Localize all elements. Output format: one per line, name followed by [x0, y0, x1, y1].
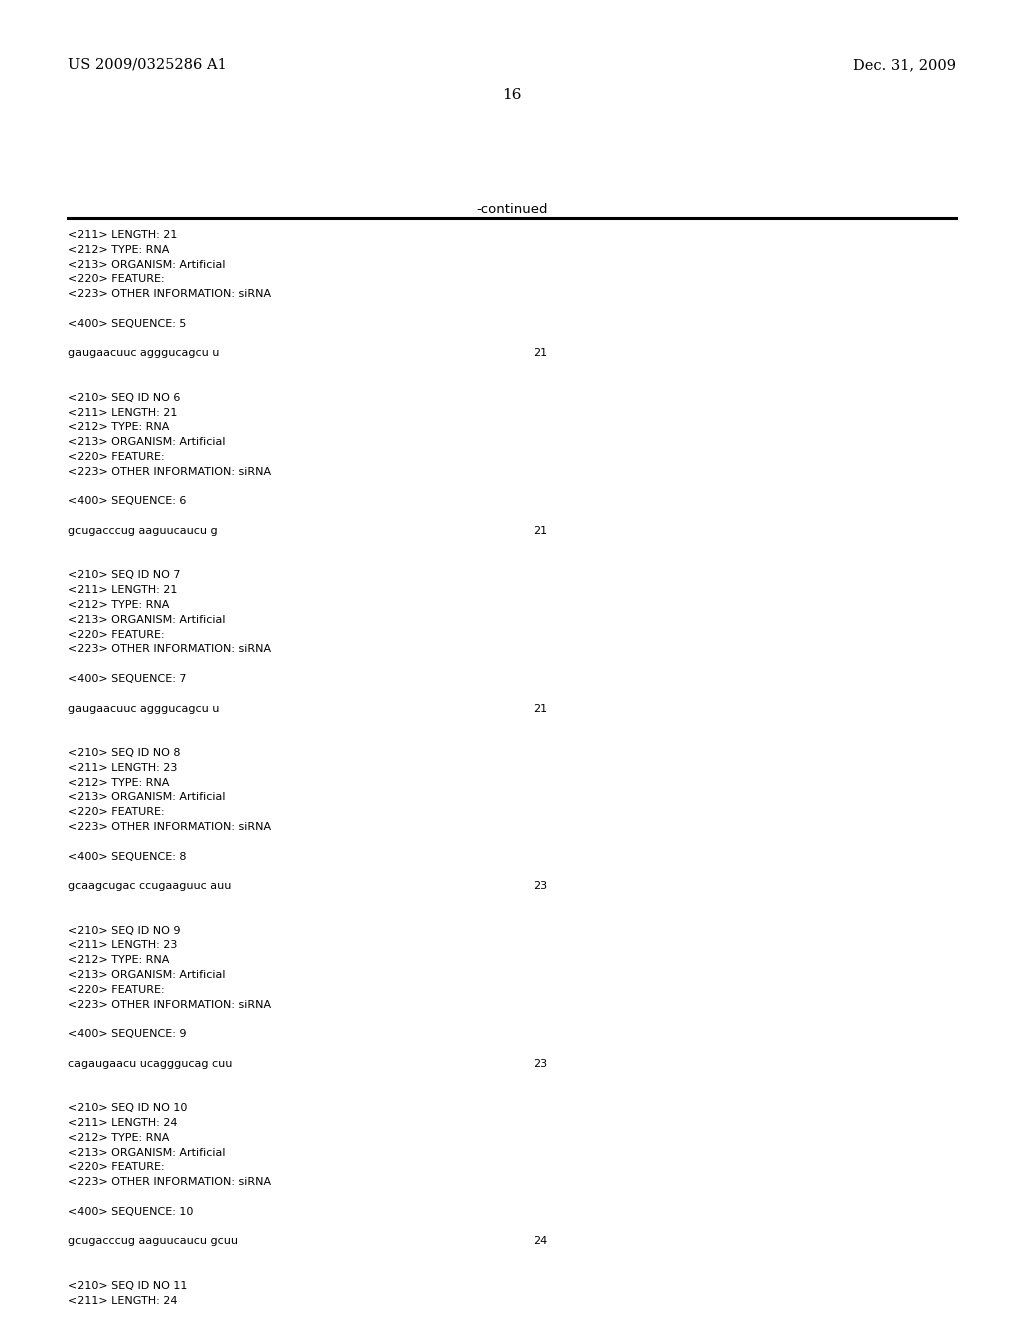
Text: <213> ORGANISM: Artificial: <213> ORGANISM: Artificial	[68, 1147, 225, 1158]
Text: 21: 21	[534, 348, 547, 359]
Text: US 2009/0325286 A1: US 2009/0325286 A1	[68, 58, 226, 73]
Text: 23: 23	[534, 882, 547, 891]
Text: <220> FEATURE:: <220> FEATURE:	[68, 630, 165, 640]
Text: <223> OTHER INFORMATION: siRNA: <223> OTHER INFORMATION: siRNA	[68, 822, 271, 832]
Text: <212> TYPE: RNA: <212> TYPE: RNA	[68, 1133, 169, 1143]
Text: <210> SEQ ID NO 8: <210> SEQ ID NO 8	[68, 748, 180, 758]
Text: 23: 23	[534, 1059, 547, 1069]
Text: 21: 21	[534, 525, 547, 536]
Text: <400> SEQUENCE: 10: <400> SEQUENCE: 10	[68, 1206, 194, 1217]
Text: <400> SEQUENCE: 6: <400> SEQUENCE: 6	[68, 496, 186, 507]
Text: <213> ORGANISM: Artificial: <213> ORGANISM: Artificial	[68, 615, 225, 624]
Text: 21: 21	[534, 704, 547, 714]
Text: <400> SEQUENCE: 9: <400> SEQUENCE: 9	[68, 1030, 186, 1039]
Text: 24: 24	[534, 1237, 547, 1246]
Text: <223> OTHER INFORMATION: siRNA: <223> OTHER INFORMATION: siRNA	[68, 999, 271, 1010]
Text: <220> FEATURE:: <220> FEATURE:	[68, 808, 165, 817]
Text: <213> ORGANISM: Artificial: <213> ORGANISM: Artificial	[68, 437, 225, 447]
Text: <211> LENGTH: 21: <211> LENGTH: 21	[68, 230, 177, 240]
Text: <210> SEQ ID NO 6: <210> SEQ ID NO 6	[68, 393, 180, 403]
Text: <210> SEQ ID NO 9: <210> SEQ ID NO 9	[68, 925, 180, 936]
Text: <211> LENGTH: 21: <211> LENGTH: 21	[68, 585, 177, 595]
Text: Dec. 31, 2009: Dec. 31, 2009	[853, 58, 956, 73]
Text: <212> TYPE: RNA: <212> TYPE: RNA	[68, 956, 169, 965]
Text: gcaagcugac ccugaaguuc auu: gcaagcugac ccugaaguuc auu	[68, 882, 231, 891]
Text: gcugacccug aaguucaucu g: gcugacccug aaguucaucu g	[68, 525, 218, 536]
Text: <223> OTHER INFORMATION: siRNA: <223> OTHER INFORMATION: siRNA	[68, 1177, 271, 1187]
Text: <220> FEATURE:: <220> FEATURE:	[68, 1163, 165, 1172]
Text: <213> ORGANISM: Artificial: <213> ORGANISM: Artificial	[68, 260, 225, 269]
Text: <210> SEQ ID NO 10: <210> SEQ ID NO 10	[68, 1104, 187, 1113]
Text: gaugaacuuc agggucagcu u: gaugaacuuc agggucagcu u	[68, 348, 219, 359]
Text: <223> OTHER INFORMATION: siRNA: <223> OTHER INFORMATION: siRNA	[68, 644, 271, 655]
Text: 16: 16	[502, 88, 522, 102]
Text: <211> LENGTH: 24: <211> LENGTH: 24	[68, 1118, 177, 1129]
Text: <212> TYPE: RNA: <212> TYPE: RNA	[68, 601, 169, 610]
Text: <213> ORGANISM: Artificial: <213> ORGANISM: Artificial	[68, 792, 225, 803]
Text: gaugaacuuc agggucagcu u: gaugaacuuc agggucagcu u	[68, 704, 219, 714]
Text: <400> SEQUENCE: 8: <400> SEQUENCE: 8	[68, 851, 186, 862]
Text: <212> TYPE: RNA: <212> TYPE: RNA	[68, 244, 169, 255]
Text: -continued: -continued	[476, 203, 548, 216]
Text: <211> LENGTH: 21: <211> LENGTH: 21	[68, 408, 177, 417]
Text: cagaugaacu ucagggucag cuu: cagaugaacu ucagggucag cuu	[68, 1059, 232, 1069]
Text: <400> SEQUENCE: 5: <400> SEQUENCE: 5	[68, 319, 186, 329]
Text: <212> TYPE: RNA: <212> TYPE: RNA	[68, 422, 169, 433]
Text: <220> FEATURE:: <220> FEATURE:	[68, 275, 165, 284]
Text: <223> OTHER INFORMATION: siRNA: <223> OTHER INFORMATION: siRNA	[68, 289, 271, 300]
Text: <211> LENGTH: 24: <211> LENGTH: 24	[68, 1296, 177, 1305]
Text: <400> SEQUENCE: 7: <400> SEQUENCE: 7	[68, 675, 186, 684]
Text: <210> SEQ ID NO 11: <210> SEQ ID NO 11	[68, 1280, 187, 1291]
Text: <220> FEATURE:: <220> FEATURE:	[68, 985, 165, 995]
Text: <210> SEQ ID NO 7: <210> SEQ ID NO 7	[68, 570, 180, 581]
Text: <212> TYPE: RNA: <212> TYPE: RNA	[68, 777, 169, 788]
Text: <211> LENGTH: 23: <211> LENGTH: 23	[68, 940, 177, 950]
Text: <223> OTHER INFORMATION: siRNA: <223> OTHER INFORMATION: siRNA	[68, 467, 271, 477]
Text: <211> LENGTH: 23: <211> LENGTH: 23	[68, 763, 177, 772]
Text: <220> FEATURE:: <220> FEATURE:	[68, 451, 165, 462]
Text: gcugacccug aaguucaucu gcuu: gcugacccug aaguucaucu gcuu	[68, 1237, 238, 1246]
Text: <213> ORGANISM: Artificial: <213> ORGANISM: Artificial	[68, 970, 225, 979]
